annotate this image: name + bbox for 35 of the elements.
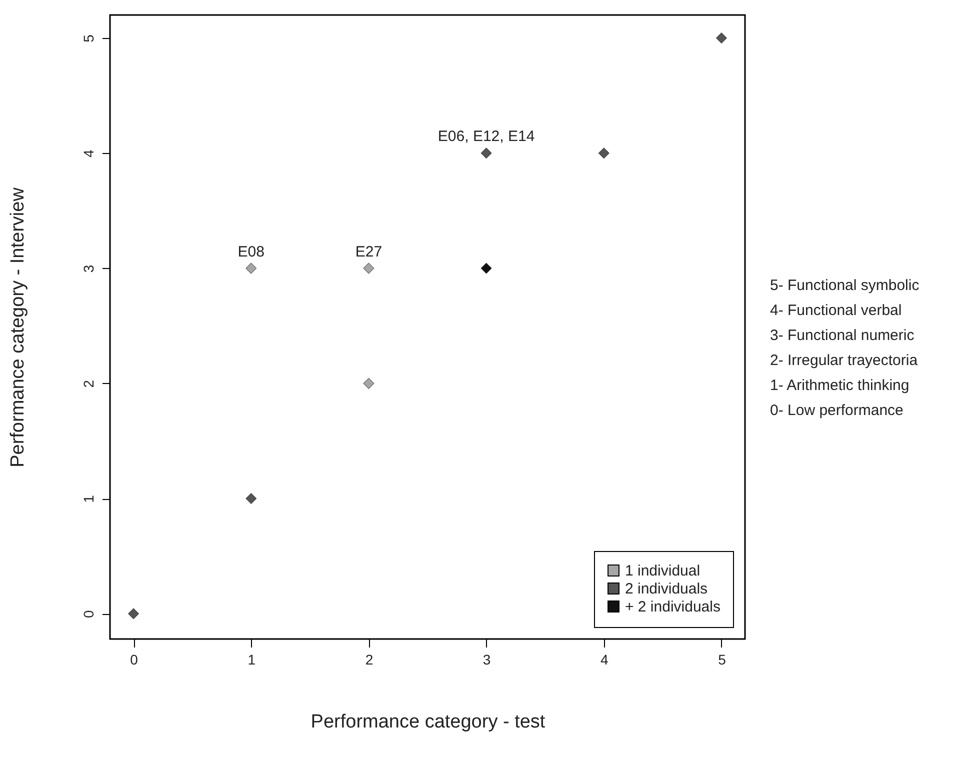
point bbox=[480, 262, 492, 274]
legend-label: + 2 individuals bbox=[625, 598, 720, 616]
x-tick-label: 2 bbox=[365, 652, 374, 668]
annotation: E08 bbox=[238, 243, 264, 260]
point bbox=[716, 32, 727, 44]
annotation: E06, E12, E14 bbox=[438, 128, 535, 146]
y-tick-label: 3 bbox=[80, 264, 96, 273]
y-tick-label: 0 bbox=[80, 610, 96, 618]
text: 4- Functional verbal bbox=[770, 302, 902, 319]
y-tick-label: 1 bbox=[80, 494, 96, 503]
annotation: E27 bbox=[355, 243, 382, 260]
point bbox=[246, 262, 257, 274]
point bbox=[128, 608, 140, 620]
text: 1- Arithmetic thinking bbox=[770, 377, 910, 394]
x-axis-title: Performance category - test bbox=[310, 712, 546, 732]
legend-label: 2 individuals bbox=[625, 580, 708, 598]
x-tick-label: 1 bbox=[248, 652, 256, 668]
x-tick-label: 4 bbox=[600, 652, 608, 668]
text: 0- Low performance bbox=[770, 402, 904, 419]
y-tick-label: 5 bbox=[80, 34, 96, 42]
y-axis-title: Performance category - Interview bbox=[8, 187, 28, 468]
point bbox=[363, 378, 374, 389]
point bbox=[363, 262, 374, 274]
point bbox=[598, 148, 610, 159]
y-tick-label: 4 bbox=[80, 150, 96, 158]
x-tick-label: 0 bbox=[130, 652, 138, 668]
x-tick-label: 3 bbox=[482, 652, 491, 668]
text: 2- Irregular trayectoria bbox=[770, 352, 918, 369]
point bbox=[480, 148, 492, 159]
legend-label: 1 individual bbox=[625, 562, 700, 580]
point bbox=[246, 493, 257, 504]
y-tick-label: 2 bbox=[80, 380, 96, 388]
text: 3- Functional numeric bbox=[770, 327, 915, 344]
x-tick-label: 5 bbox=[718, 652, 726, 668]
text: 5- Functional symbolic bbox=[770, 277, 920, 294]
